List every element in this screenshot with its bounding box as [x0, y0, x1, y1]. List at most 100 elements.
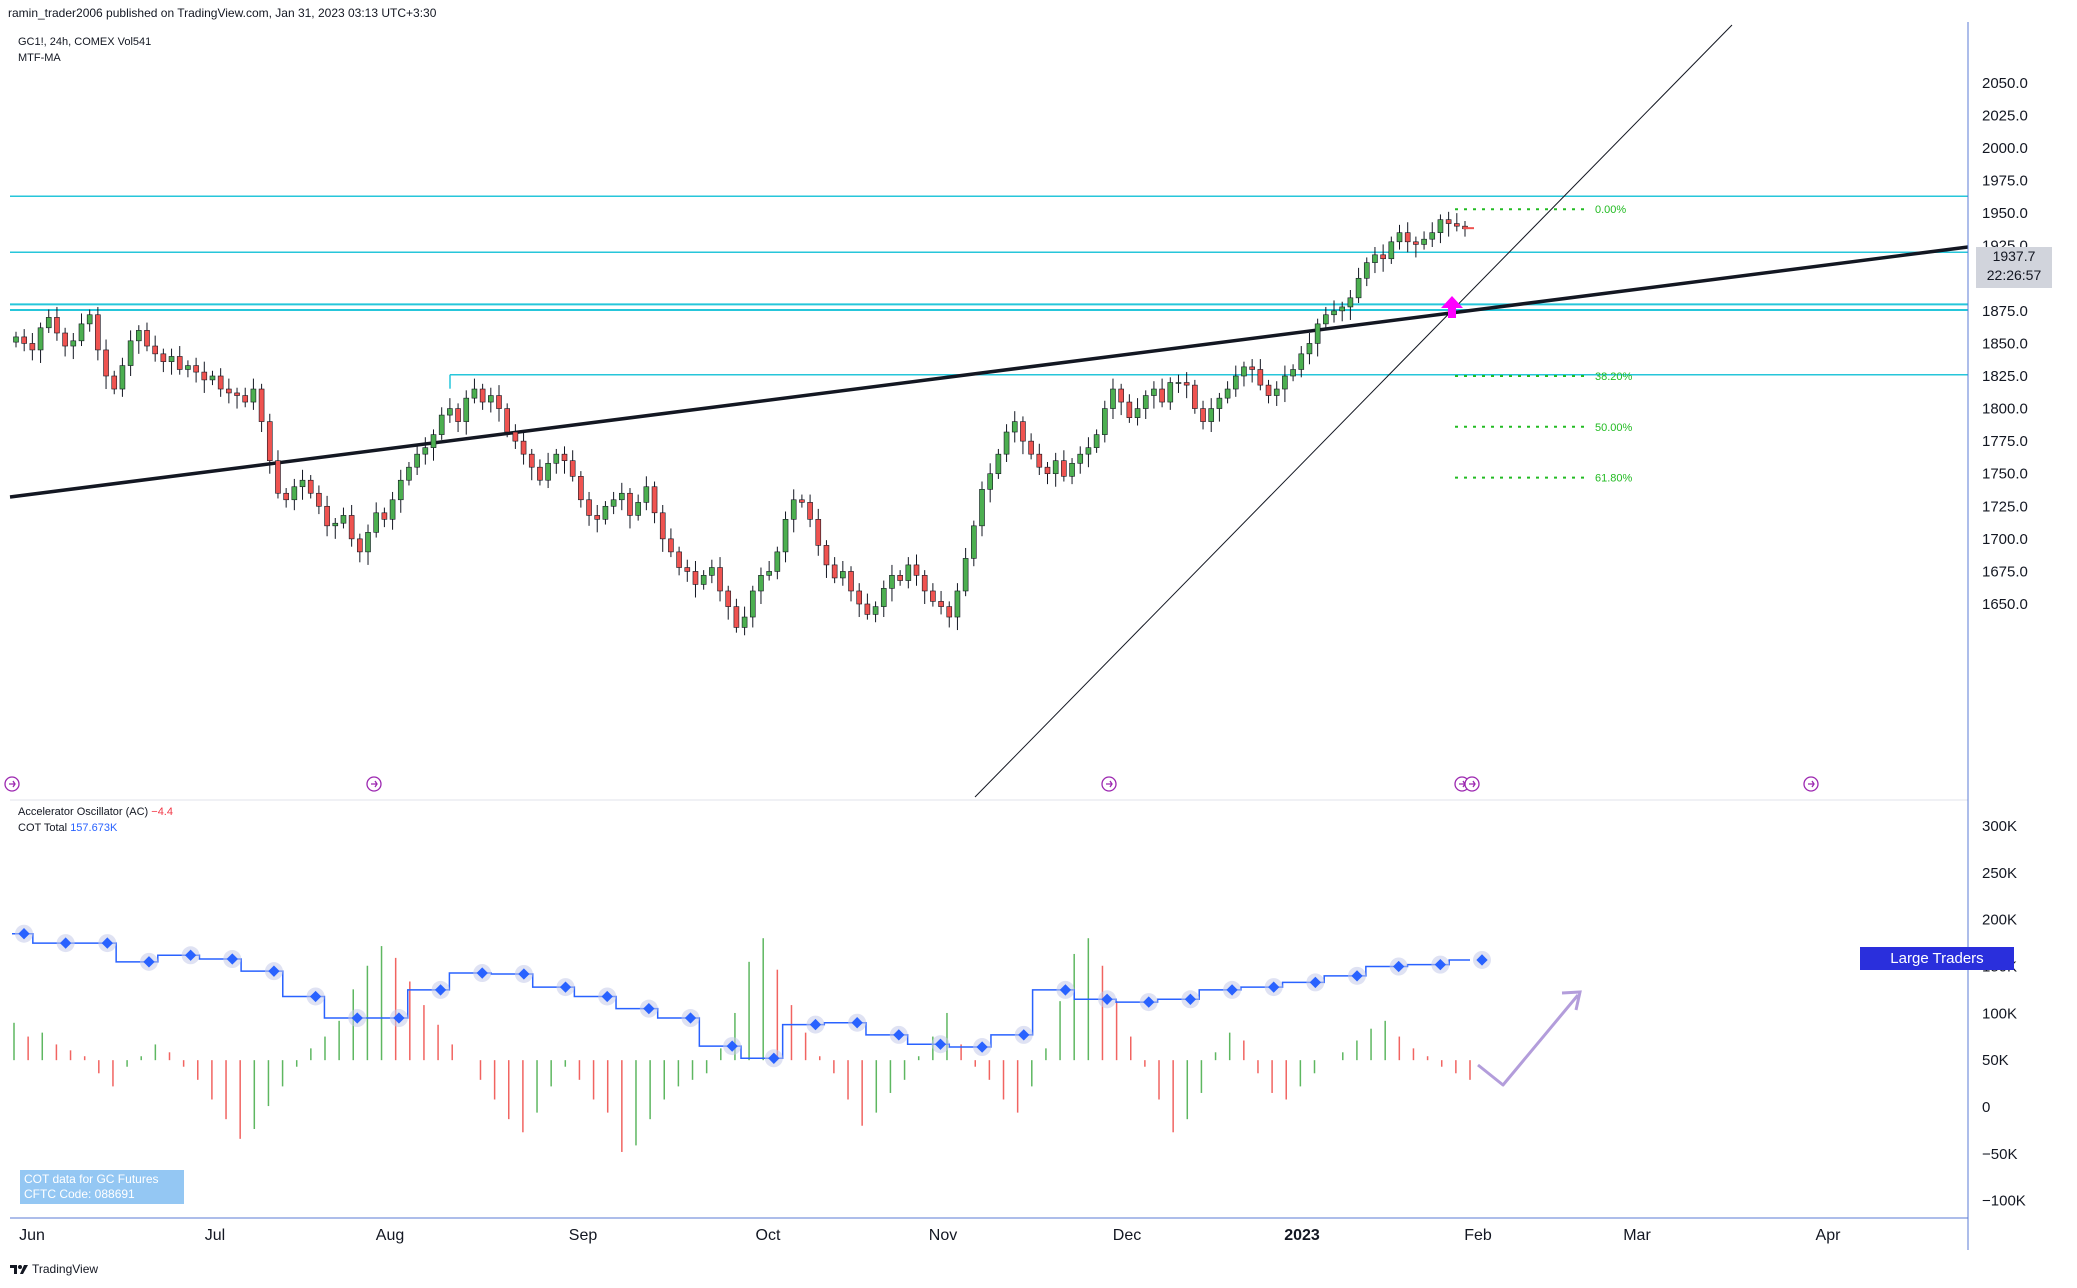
candle-down — [938, 601, 944, 607]
candle-up — [1282, 375, 1288, 390]
fib-level-label: 50.00% — [1595, 422, 1633, 434]
candle-down — [831, 564, 838, 579]
candle-up — [545, 462, 551, 481]
candle-up — [774, 551, 781, 572]
candle-up — [979, 489, 985, 527]
event-flag-icon[interactable] — [1803, 776, 1819, 792]
candle-up — [37, 327, 44, 351]
candle-down — [528, 453, 535, 468]
rising-trendline — [9, 245, 1969, 499]
candle-up — [1224, 388, 1231, 399]
symbol-legend[interactable]: GC1!, 24h, COMEX Vol541 — [18, 36, 152, 48]
ac-legend[interactable]: Accelerator Oscillator (AC) −4.4 — [18, 806, 173, 818]
price-tick-label: 1950.0 — [1982, 205, 2028, 222]
event-flag-icon[interactable] — [4, 776, 20, 792]
candle-up — [1216, 397, 1223, 409]
candle-up — [1142, 395, 1149, 409]
candle-up — [1069, 462, 1075, 477]
cot-point-marker — [393, 1012, 405, 1024]
cot-point-marker — [434, 984, 447, 996]
indicator-tick-label: −100K — [1982, 1193, 2026, 1210]
candle-up — [618, 492, 625, 501]
candle-down — [152, 345, 158, 355]
footer[interactable]: TradingView — [10, 1262, 98, 1276]
cot-point-marker — [934, 1038, 947, 1050]
cot-legend[interactable]: COT Total 157.673K — [18, 822, 117, 834]
candle-up — [889, 575, 895, 589]
event-flag-icon[interactable] — [1464, 776, 1480, 792]
candle-up — [1355, 277, 1362, 299]
candle-up — [1011, 421, 1018, 433]
candle-up — [553, 453, 560, 464]
footer-brand: TradingView — [32, 1262, 99, 1276]
time-tick-label: Aug — [376, 1227, 404, 1244]
candle-up — [291, 486, 298, 501]
candle-down — [537, 466, 543, 481]
candle-down — [496, 395, 502, 409]
candle-up — [397, 479, 404, 501]
candle-up — [422, 447, 429, 455]
cot-point-marker — [1476, 954, 1488, 966]
cot-point-marker — [143, 956, 155, 968]
candle-up — [1175, 382, 1182, 384]
cot-value: 157.673K — [70, 822, 118, 834]
candle-up — [438, 414, 445, 435]
candle-up — [1347, 297, 1354, 308]
candle-down — [348, 515, 355, 540]
cot-point-marker — [1059, 984, 1072, 996]
candle-down — [1020, 421, 1026, 442]
event-flag-icon[interactable] — [1101, 776, 1117, 792]
cot-info-line2: CFTC Code: 088691 — [24, 1187, 135, 1201]
candle-down — [217, 375, 224, 390]
cot-point-marker — [1101, 993, 1113, 1005]
candle-down — [275, 460, 281, 494]
time-tick-label: Sep — [569, 1227, 598, 1244]
indicator-legend[interactable]: MTF-MA — [18, 52, 61, 64]
candle-down — [897, 575, 903, 581]
candle-down — [381, 512, 388, 520]
cot-point-marker — [518, 968, 530, 980]
candle-down — [725, 590, 732, 607]
candle-down — [586, 499, 592, 516]
candle-down — [504, 408, 510, 433]
bar-countdown: 22:26:57 — [1986, 267, 2042, 283]
time-tick-label: Feb — [1464, 1227, 1492, 1244]
cot-point-marker — [643, 1002, 655, 1015]
candle-down — [103, 349, 109, 377]
candle-up — [1167, 382, 1174, 403]
cot-point-marker — [809, 1018, 822, 1031]
time-tick-label: Nov — [929, 1227, 957, 1244]
up-arrow-icon — [1441, 296, 1463, 318]
candle-up — [1298, 353, 1305, 370]
candle-up — [70, 340, 77, 347]
candle-up — [1134, 408, 1141, 418]
candle-down — [21, 336, 27, 344]
cot-info-line1: COT data for GC Futures — [24, 1172, 159, 1186]
candle-up — [250, 388, 257, 403]
cot-point-marker — [184, 949, 197, 961]
event-flag-chevron — [1808, 780, 1815, 788]
cot-point-marker — [351, 1012, 363, 1024]
candle-up — [430, 434, 437, 448]
candle-up — [209, 375, 216, 381]
time-tick-label: Jun — [19, 1227, 45, 1244]
event-flag-icon[interactable] — [366, 776, 382, 792]
price-tick-label: 1800.0 — [1982, 401, 2028, 418]
candle-up — [86, 314, 93, 325]
cot-point-marker — [1018, 1029, 1030, 1041]
candle-down — [357, 538, 363, 553]
price-pane: 0.00% 38.20% 50.00% 61.80% — [4, 24, 1969, 798]
publish-header: ramin_trader2006 published on TradingVie… — [8, 6, 437, 20]
candle-down — [283, 492, 289, 501]
candle-up — [135, 330, 142, 342]
candle-up — [488, 395, 494, 403]
candle-down — [1249, 366, 1255, 370]
candle-up — [414, 453, 420, 468]
candle-up — [766, 571, 772, 576]
cot-point-marker — [476, 967, 488, 979]
price-tick-label: 1975.0 — [1982, 173, 2028, 190]
candle-down — [848, 571, 854, 592]
candle-down — [668, 538, 674, 553]
candle-down — [266, 421, 273, 461]
